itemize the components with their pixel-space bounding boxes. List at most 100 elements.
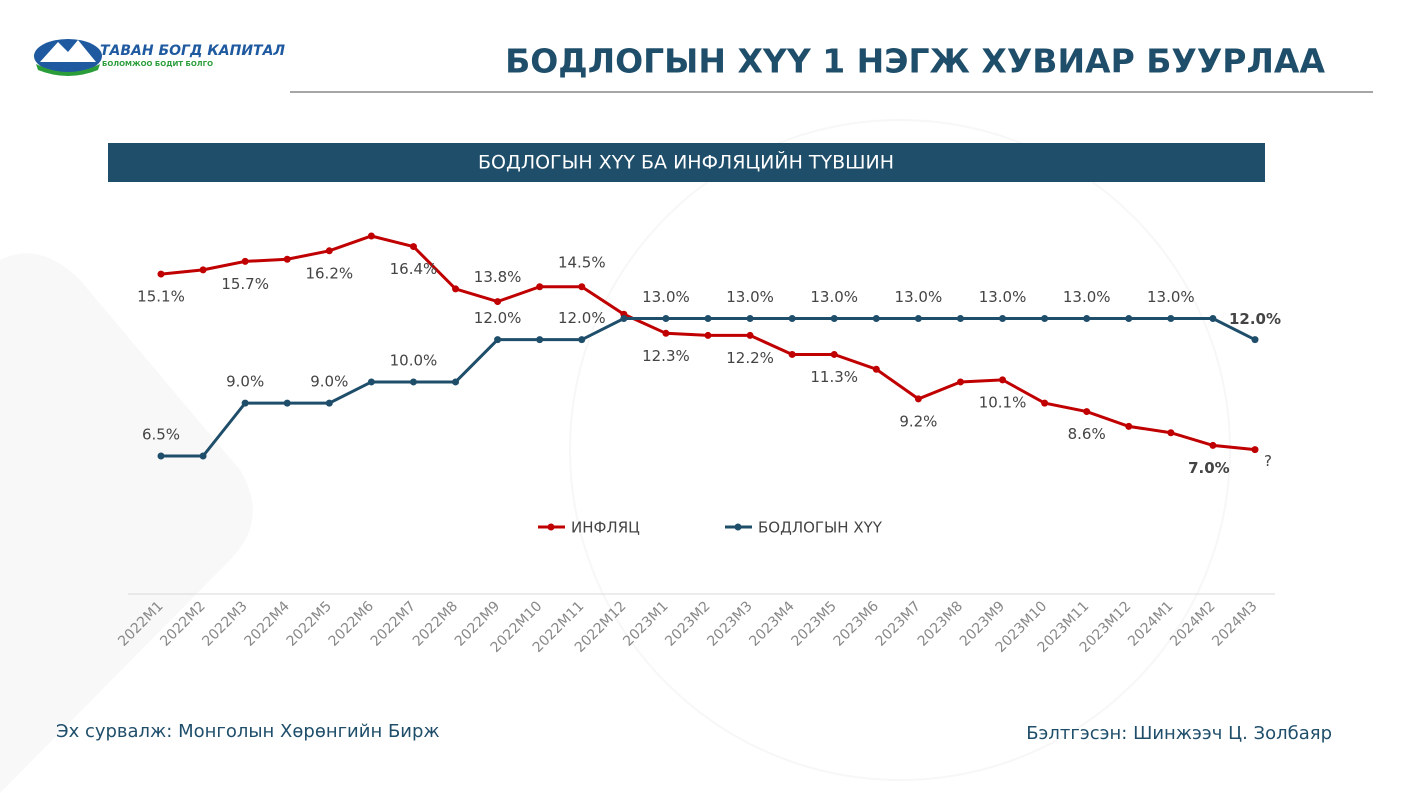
data-point bbox=[704, 315, 712, 322]
chart-header bbox=[108, 143, 1265, 182]
data-point bbox=[1167, 429, 1175, 437]
author: Бэлтгэсэн: Шинжээч Ц. Золбаяр bbox=[1026, 723, 1332, 744]
data-label: 7.0% bbox=[1188, 459, 1230, 477]
data-point bbox=[283, 399, 291, 407]
data-point bbox=[199, 452, 207, 460]
data-point bbox=[788, 350, 796, 358]
data-label: 12.0% bbox=[474, 309, 522, 327]
data-label: 10.1% bbox=[979, 393, 1027, 411]
data-point bbox=[1125, 315, 1133, 322]
data-point bbox=[999, 376, 1007, 384]
data-point bbox=[872, 365, 880, 373]
data-label: 13.0% bbox=[642, 288, 690, 306]
data-label: 9.0% bbox=[310, 373, 348, 391]
legend-label: БОДЛОГЫН ХҮҮ bbox=[758, 519, 883, 537]
data-point bbox=[1209, 441, 1217, 449]
data-point bbox=[452, 285, 460, 293]
data-point bbox=[1041, 399, 1049, 407]
data-point bbox=[241, 399, 249, 407]
legend-dot bbox=[734, 523, 742, 531]
data-label: 14.5% bbox=[558, 253, 606, 271]
x-tick-label: 2023M5 bbox=[789, 598, 840, 649]
logo-slogan: БОЛОМЖОО БОДИТ БОЛГО bbox=[102, 60, 213, 68]
data-point bbox=[956, 315, 964, 322]
data-point bbox=[1251, 336, 1259, 344]
background-decor bbox=[0, 119, 1231, 793]
data-point bbox=[536, 336, 544, 344]
data-point bbox=[325, 247, 333, 255]
data-point bbox=[1251, 446, 1259, 454]
data-point bbox=[662, 315, 670, 322]
data-point bbox=[409, 378, 417, 386]
plot: 2022M12022M22022M32022M42022M52022M62022… bbox=[115, 232, 1281, 656]
data-label: 12.0% bbox=[1229, 310, 1281, 328]
data-label: 13.8% bbox=[474, 268, 522, 286]
data-point bbox=[325, 399, 333, 407]
data-label: 12.0% bbox=[558, 309, 606, 327]
data-label: 12.2% bbox=[726, 349, 774, 367]
data-point bbox=[1083, 408, 1091, 416]
source: Эх сурвалж: Монголын Хөрөнгийн Бирж bbox=[56, 721, 440, 742]
annotation: ? bbox=[1264, 452, 1272, 470]
logo: ТАВАН БОГД КАПИТАЛ БОЛОМЖОО БОДИТ БОЛГО bbox=[34, 39, 285, 76]
data-point bbox=[494, 298, 502, 306]
x-tick-label: 2023M3 bbox=[704, 598, 755, 649]
x-tick-label: 2024M2 bbox=[1167, 598, 1218, 649]
data-label: 13.0% bbox=[895, 288, 943, 306]
data-point bbox=[367, 378, 375, 386]
data-point bbox=[578, 336, 586, 344]
data-point bbox=[872, 315, 880, 322]
data-label: 8.6% bbox=[1068, 425, 1106, 443]
data-point bbox=[830, 315, 838, 322]
x-tick-label: 2022M5 bbox=[284, 598, 335, 649]
data-point bbox=[578, 283, 586, 291]
data-point bbox=[662, 329, 670, 337]
data-point bbox=[452, 378, 460, 386]
data-point bbox=[536, 283, 544, 291]
data-label: 12.3% bbox=[642, 347, 690, 365]
slide-title: БОДЛОГЫН ХҮҮ 1 НЭГЖ ХУВИАР БУУРЛАА bbox=[505, 42, 1325, 81]
x-tick-label: 2024M3 bbox=[1209, 598, 1260, 649]
data-point bbox=[157, 452, 165, 460]
x-tick-label: 2022M8 bbox=[410, 598, 461, 649]
legend-label: ИНФЛЯЦ bbox=[571, 519, 640, 537]
data-label: 13.0% bbox=[1063, 288, 1111, 306]
data-point bbox=[746, 331, 754, 339]
data-point bbox=[157, 270, 165, 278]
data-point bbox=[367, 232, 375, 240]
data-point bbox=[914, 395, 922, 403]
x-tick-label: 2023M4 bbox=[746, 598, 797, 649]
data-label: 9.2% bbox=[899, 412, 937, 430]
x-tick-label: 2023M8 bbox=[915, 598, 966, 649]
x-tick-label: 2022M7 bbox=[368, 598, 419, 649]
data-point bbox=[956, 378, 964, 386]
data-label: 13.0% bbox=[810, 288, 858, 306]
data-label: 10.0% bbox=[390, 351, 438, 369]
data-label: 15.7% bbox=[221, 275, 269, 293]
x-tick-label: 2023M1 bbox=[620, 598, 671, 649]
data-label: 15.1% bbox=[137, 288, 185, 306]
data-label: 13.0% bbox=[726, 288, 774, 306]
data-point bbox=[1167, 315, 1175, 322]
data-point bbox=[241, 257, 249, 265]
data-point bbox=[620, 315, 628, 322]
x-tick-label: 2023M2 bbox=[662, 598, 713, 649]
data-point bbox=[1041, 315, 1049, 322]
data-label: 9.0% bbox=[226, 373, 264, 391]
data-point bbox=[788, 315, 796, 322]
legend-dot bbox=[547, 523, 555, 531]
data-point bbox=[999, 315, 1007, 322]
data-point bbox=[1125, 422, 1133, 430]
data-label: 13.0% bbox=[1147, 288, 1195, 306]
data-point bbox=[199, 266, 207, 274]
data-point bbox=[494, 336, 502, 344]
data-label: 16.4% bbox=[390, 260, 438, 278]
x-tick-label: 2022M3 bbox=[199, 598, 250, 649]
x-tick-label: 2023M6 bbox=[831, 598, 882, 649]
chart-title: БОДЛОГЫН ХҮҮ БА ИНФЛЯЦИЙН ТҮВШИН bbox=[478, 151, 894, 174]
x-tick-label: 2022M6 bbox=[326, 598, 377, 649]
data-point bbox=[409, 243, 417, 251]
data-point bbox=[704, 331, 712, 339]
